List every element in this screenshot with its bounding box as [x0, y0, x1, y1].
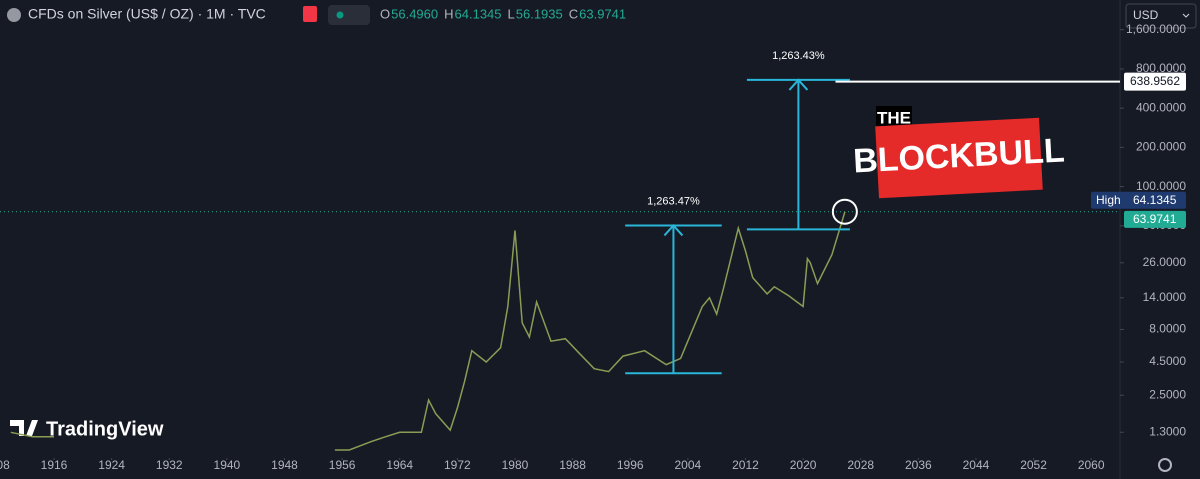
price-label-box [1124, 72, 1186, 91]
ohlc-label: C [569, 6, 578, 21]
measure-label: 1,263.43% [772, 50, 825, 62]
last-price: 63.9741 [1133, 212, 1177, 226]
y-tick-label: 2.5000 [1149, 387, 1186, 401]
x-tick-label: 1932 [156, 458, 183, 472]
logo-banner [875, 117, 1043, 199]
x-tick-label: 1972 [444, 458, 471, 472]
watermark: TradingView [10, 418, 164, 440]
y-tick-label: 26.0000 [1143, 255, 1187, 269]
x-tick-label: 2052 [1020, 458, 1047, 472]
y-tick-label: 800.0000 [1136, 61, 1186, 75]
last-label-box [1124, 210, 1186, 228]
x-tick-label: 2044 [963, 458, 990, 472]
x-tick-label: 1996 [617, 458, 644, 472]
x-tick-label: 2060 [1078, 458, 1105, 472]
x-tick-label: 2028 [847, 458, 874, 472]
x-tick-label: 1948 [271, 458, 298, 472]
y-tick-label: 200.0000 [1136, 140, 1186, 154]
x-tick-label: 2020 [790, 458, 817, 472]
symbol-title: CFDs on Silver (US$ / OZ) · 1M · TVC [28, 6, 266, 22]
x-tick-label: 1940 [214, 458, 241, 472]
currency-select[interactable] [1125, 3, 1197, 29]
y-tick-label: 4.5000 [1149, 354, 1186, 368]
high-value: 64.1345 [1133, 193, 1177, 207]
high-label-box [1091, 191, 1186, 209]
watermark-icon [10, 420, 38, 436]
ohlc-label: H [444, 6, 453, 21]
arrow-head [663, 223, 684, 237]
ohlc-value: 56.4960 [391, 6, 438, 21]
flag[interactable] [303, 6, 317, 22]
ohlc-label: O [380, 6, 390, 21]
ohlc-value: 56.1935 [516, 6, 563, 21]
x-tick-label: 1988 [559, 458, 586, 472]
watermark-text: TradingView [46, 418, 164, 440]
highlight-circle [831, 198, 858, 225]
logo-top: THE [877, 108, 911, 127]
y-tick-label: 8.0000 [1149, 322, 1186, 336]
measure-label: 1,263.47% [647, 195, 700, 207]
status-dot [336, 11, 344, 19]
x-tick-label: 1956 [329, 458, 356, 472]
x-tick-label: 1980 [502, 458, 529, 472]
y-tick-label: 1.3000 [1149, 424, 1186, 438]
x-tick-label: 1908 [0, 458, 10, 472]
ohlc-label: L [508, 6, 515, 21]
arrow-head [788, 78, 809, 91]
y-tick-label: 100.0000 [1136, 179, 1186, 193]
ohlc-value: 64.1345 [455, 6, 502, 21]
logo: THE BLOCKBULL [852, 106, 1066, 199]
x-tick-label: 1924 [98, 458, 125, 472]
y-tick-label: 400.0000 [1136, 100, 1186, 114]
symbol-icon [7, 8, 21, 22]
x-tick-label: 2004 [674, 458, 701, 472]
ohlc-value: 63.9741 [579, 6, 626, 21]
indicator-toggle[interactable] [328, 5, 370, 25]
price-line [10, 211, 846, 451]
high-label: High [1096, 193, 1121, 207]
y-tick-label: 14.0000 [1143, 290, 1187, 304]
currency: USD [1133, 8, 1159, 22]
target-label: 638.9562 [1130, 74, 1180, 88]
settings-icon[interactable] [1158, 458, 1172, 472]
dropdown-icon [1182, 13, 1190, 18]
x-tick-label: 1964 [386, 458, 413, 472]
x-tick-label: 2036 [905, 458, 932, 472]
y-tick-label: 1,600.0000 [1126, 22, 1186, 36]
x-tick-label: 2012 [732, 458, 759, 472]
x-tick-label: 1916 [41, 458, 68, 472]
